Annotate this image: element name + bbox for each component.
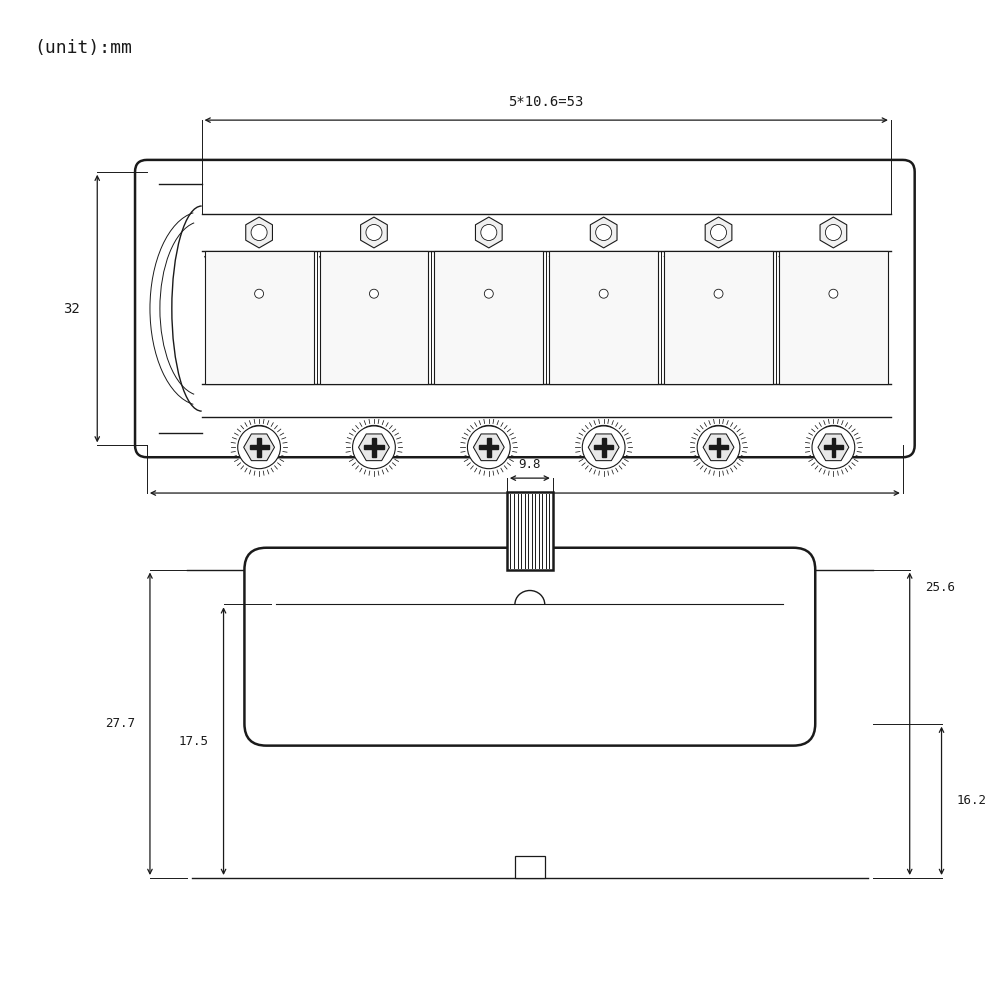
Text: 16.2: 16.2	[956, 794, 986, 807]
Ellipse shape	[363, 425, 385, 437]
Circle shape	[697, 426, 740, 469]
Polygon shape	[359, 434, 389, 461]
Polygon shape	[475, 217, 502, 248]
Bar	[487, 438, 491, 457]
Circle shape	[251, 224, 267, 241]
Polygon shape	[820, 217, 847, 248]
Text: 32: 32	[63, 302, 79, 316]
Bar	[372, 438, 376, 457]
Text: 27.7: 27.7	[105, 717, 135, 730]
Bar	[779, 251, 888, 384]
FancyBboxPatch shape	[244, 548, 815, 746]
Circle shape	[369, 289, 378, 298]
Bar	[602, 438, 606, 457]
Circle shape	[353, 426, 395, 469]
Bar	[594, 445, 613, 449]
Circle shape	[812, 426, 855, 469]
Text: 5*10.6=53: 5*10.6=53	[509, 95, 584, 109]
Polygon shape	[590, 217, 617, 248]
Circle shape	[238, 426, 280, 469]
Circle shape	[467, 426, 510, 469]
Polygon shape	[246, 217, 272, 248]
Text: 9.8: 9.8	[519, 458, 541, 471]
Circle shape	[255, 289, 264, 298]
Bar	[320, 251, 428, 384]
Ellipse shape	[248, 425, 270, 437]
Circle shape	[481, 224, 497, 241]
Polygon shape	[588, 434, 619, 461]
Bar	[479, 445, 498, 449]
Ellipse shape	[822, 425, 844, 437]
Bar	[664, 251, 773, 384]
Bar	[832, 438, 835, 457]
Bar	[824, 445, 843, 449]
Circle shape	[714, 289, 723, 298]
Bar	[709, 445, 728, 449]
Circle shape	[829, 289, 838, 298]
FancyBboxPatch shape	[135, 160, 915, 457]
Ellipse shape	[593, 425, 615, 437]
Polygon shape	[705, 217, 732, 248]
Bar	[515, 856, 545, 878]
Polygon shape	[703, 434, 734, 461]
Bar	[549, 251, 658, 384]
Bar	[434, 251, 543, 384]
Circle shape	[711, 224, 727, 241]
Bar	[205, 251, 314, 384]
Polygon shape	[473, 434, 504, 461]
Bar	[257, 438, 261, 457]
Bar	[717, 438, 720, 457]
Bar	[507, 492, 553, 570]
Text: (unit):mm: (unit):mm	[35, 39, 132, 57]
Polygon shape	[244, 434, 275, 461]
Text: 17.5: 17.5	[179, 735, 209, 748]
Ellipse shape	[478, 425, 500, 437]
Circle shape	[599, 289, 608, 298]
Bar	[364, 445, 384, 449]
Text: 75.5: 75.5	[508, 504, 542, 518]
Ellipse shape	[708, 425, 729, 437]
Text: 25.6: 25.6	[925, 581, 955, 594]
Circle shape	[596, 224, 612, 241]
Bar	[507, 492, 553, 570]
Bar	[250, 445, 269, 449]
Circle shape	[582, 426, 625, 469]
Circle shape	[825, 224, 841, 241]
Circle shape	[366, 224, 382, 241]
Polygon shape	[818, 434, 849, 461]
Circle shape	[484, 289, 493, 298]
Polygon shape	[361, 217, 387, 248]
